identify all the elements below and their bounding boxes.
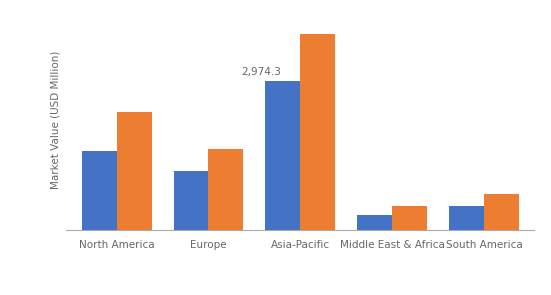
- Bar: [449, 206, 484, 230]
- Bar: [357, 214, 392, 230]
- Bar: [82, 151, 117, 230]
- Bar: [208, 149, 244, 230]
- Bar: [266, 81, 300, 230]
- Legend: 2022, 2032: 2022, 2032: [244, 291, 357, 295]
- Y-axis label: Market Value (USD Million): Market Value (USD Million): [51, 50, 61, 189]
- Bar: [174, 171, 208, 230]
- Text: 2,974.3: 2,974.3: [241, 66, 281, 76]
- Bar: [392, 206, 427, 230]
- Bar: [300, 34, 335, 230]
- Bar: [117, 112, 152, 230]
- Bar: [484, 194, 519, 230]
